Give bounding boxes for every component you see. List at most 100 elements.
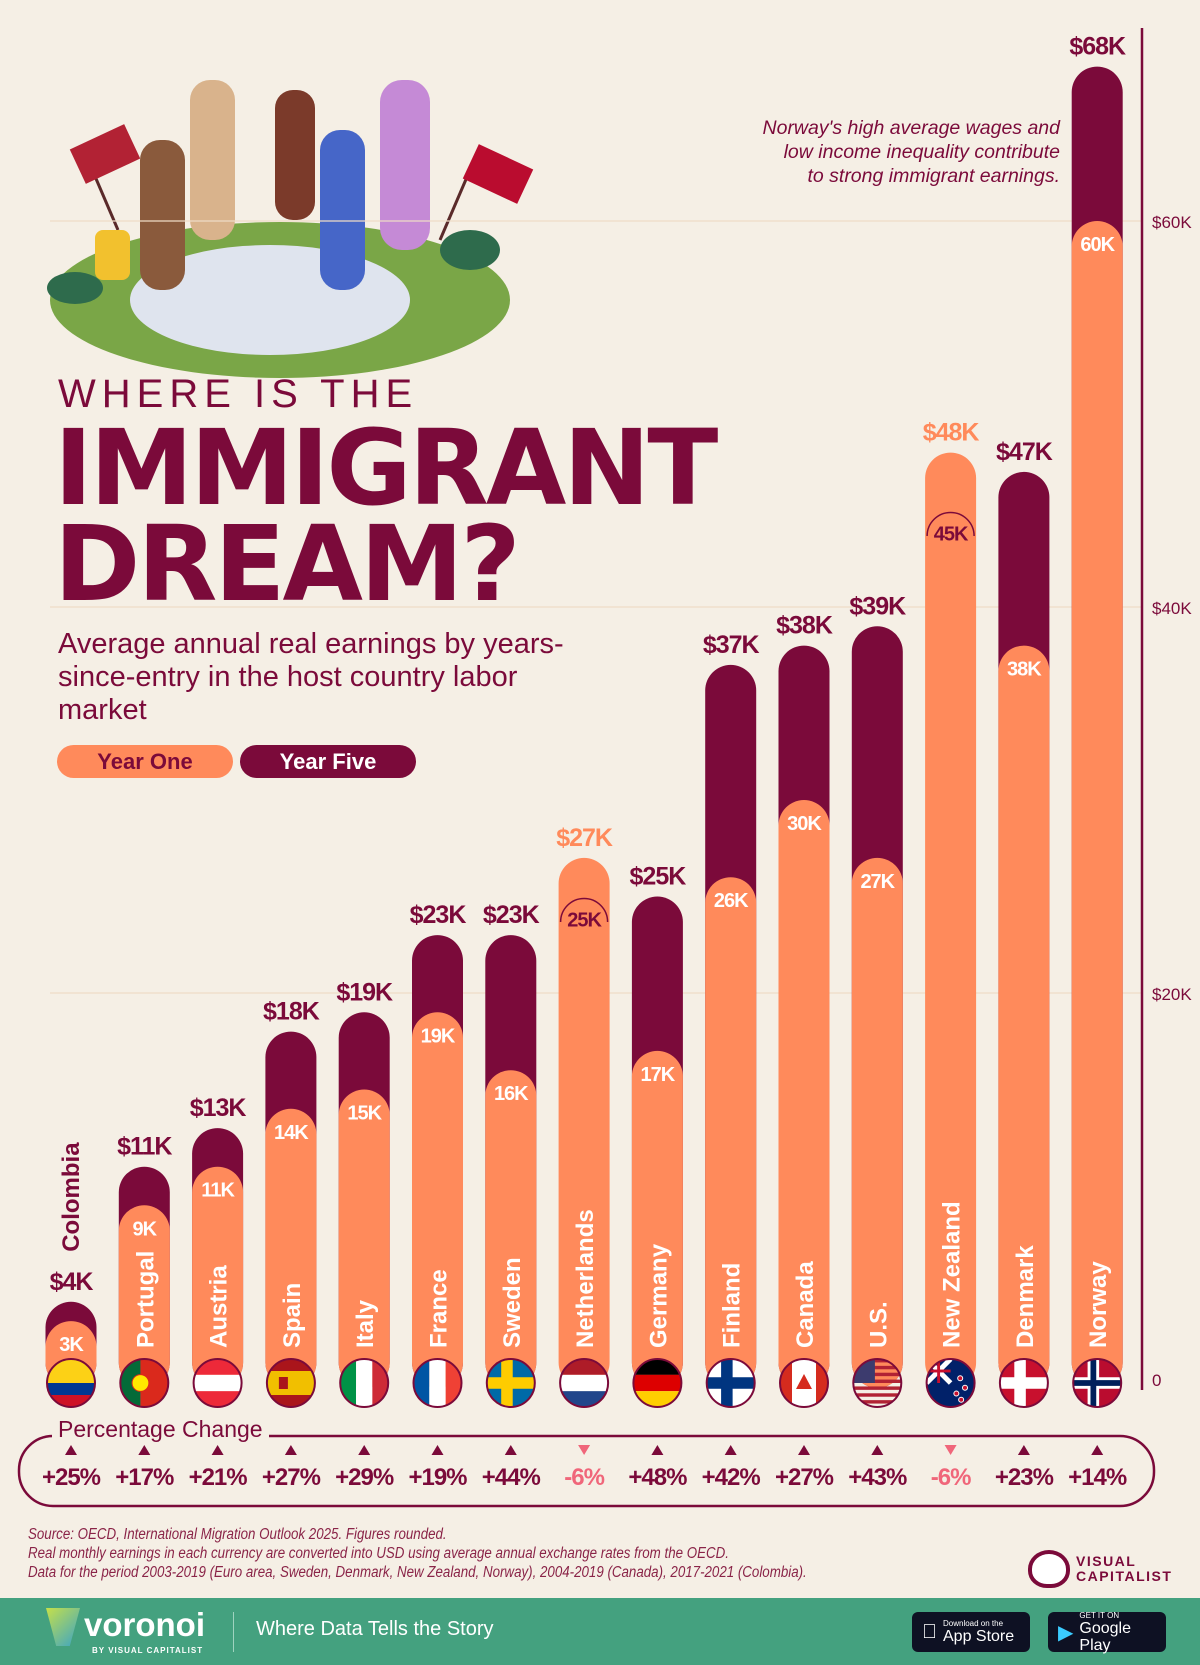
bar-group-france: $23K 19K France <box>410 901 467 1408</box>
voronoi-logo[interactable]: voronoi BY VISUAL CAPITALIST <box>46 1608 205 1655</box>
percentage-change-value: +19% <box>408 1464 467 1491</box>
maple-leaf-icon <box>796 1374 812 1389</box>
inner-value-label: 17K <box>641 1064 676 1086</box>
finland-flag <box>706 1359 755 1407</box>
flag-cross <box>1090 1359 1097 1407</box>
triangle-up-icon <box>1091 1445 1104 1455</box>
percentage-change-row: +25% +17% +21% +27% +29% +19% +44% -6% +48% +42% +… <box>17 1434 1156 1508</box>
inner-value-label: 16K <box>494 1083 529 1105</box>
inner-value-label: 60K <box>1080 234 1115 256</box>
top-value-label: $38K <box>776 612 833 640</box>
norway-flag-pole <box>438 169 472 241</box>
bar-year-one <box>778 800 830 1388</box>
google-play-icon: ▶ <box>1058 1621 1074 1644</box>
suitcase <box>95 230 130 280</box>
inner-value-label: 14K <box>274 1122 309 1144</box>
top-value-label: $11K <box>117 1133 172 1161</box>
triangle-up-icon <box>138 1445 151 1455</box>
google-play-button[interactable]: ▶ GET IT ON Google Play <box>1048 1610 1166 1654</box>
flag-cross <box>1014 1359 1026 1407</box>
country-label: Finland <box>719 1263 746 1348</box>
bar-group-colombia: $4K 3K Colombia <box>45 1142 97 1408</box>
flag-stripe <box>853 1359 902 1363</box>
flag-emblem <box>278 1377 288 1389</box>
flag-cross <box>721 1359 733 1407</box>
flag-stripe <box>853 1365 902 1370</box>
inner-value-label: 27K <box>860 871 895 893</box>
google-play-small: GET IT ON <box>1079 1610 1120 1620</box>
denmark-flag <box>999 1359 1048 1407</box>
bar-year-five-outline <box>926 511 975 537</box>
flag-border <box>925 1358 976 1408</box>
flag-stripe <box>853 1393 902 1397</box>
inner-value-label: 9K <box>133 1218 158 1240</box>
y-tick-label: 0 <box>1152 1371 1161 1390</box>
visual-capitalist-logo: VISUAL CAPITALIST <box>1028 1550 1172 1588</box>
triangle-up-icon <box>211 1445 224 1455</box>
flag-border <box>1072 1358 1123 1408</box>
visual-capitalist-icon <box>1028 1550 1070 1588</box>
star-icon <box>957 1375 964 1382</box>
percentage-change-value: +27% <box>775 1464 834 1491</box>
inner-value-label: 26K <box>714 890 749 912</box>
star-icon <box>953 1390 960 1397</box>
bar-year-five-outline <box>559 897 609 923</box>
leaf-left <box>47 272 103 304</box>
top-value-label: $23K <box>410 901 467 929</box>
bar-year-one <box>998 645 1050 1388</box>
flag-border <box>779 1358 829 1408</box>
source-line: Real monthly earnings in each currency a… <box>28 1545 729 1562</box>
annotation-line: to strong immigrant earnings. <box>807 165 1060 187</box>
country-label: Spain <box>279 1283 306 1348</box>
bar-year-one <box>851 857 903 1388</box>
flag-border <box>705 1358 756 1408</box>
annotation-line: low income inequality contribute <box>783 141 1060 163</box>
country-label: Austria <box>206 1265 233 1348</box>
page-title: IMMIGRANT DREAM? <box>54 407 718 616</box>
sweden-flag <box>486 1359 535 1407</box>
divider <box>233 1612 234 1652</box>
title-line-1: IMMIGRANT <box>54 407 718 529</box>
flag-border <box>339 1358 390 1408</box>
flag-stripe <box>429 1359 446 1407</box>
top-value-label: $13K <box>190 1094 247 1122</box>
bar-year-one <box>338 1089 390 1388</box>
bar-group-new-zealand: $48K 45K New Zealand <box>923 419 980 1408</box>
percentage-change-value: +17% <box>115 1464 174 1491</box>
country-label: Colombia <box>58 1142 85 1252</box>
flag-stripe <box>853 1379 902 1383</box>
vc-line: VISUAL <box>1076 1553 1137 1569</box>
footer: voronoi BY VISUAL CAPITALIST Where Data … <box>0 1598 1200 1665</box>
bar-group-portugal: $11K 9K Portugal <box>117 1133 173 1408</box>
top-value-label: $23K <box>483 901 540 929</box>
top-value-label: $48K <box>923 419 980 447</box>
leaf-right <box>440 230 500 270</box>
triangle-up-icon <box>65 1445 77 1455</box>
bar-group-norway: $68K 60K Norway <box>1069 33 1127 1408</box>
percentage-change-value: +43% <box>848 1464 907 1491</box>
flag-cross <box>501 1359 513 1407</box>
bar-group-sweden: $23K 16K Sweden <box>483 901 541 1408</box>
bar-year-one <box>558 857 610 1388</box>
inner-value-label: 38K <box>1007 659 1042 681</box>
triangle-up-icon <box>651 1445 664 1455</box>
star-icon <box>958 1396 965 1403</box>
country-label: Sweden <box>499 1257 526 1348</box>
apple-icon:  <box>922 1621 937 1644</box>
flag-stripe <box>560 1374 609 1392</box>
percentage-change-box <box>17 1434 1156 1508</box>
y-tick-label: $60K <box>1152 213 1192 232</box>
source-line: Source: OECD, International Migration Ou… <box>28 1526 447 1543</box>
country-label: U.S. <box>865 1301 892 1348</box>
inner-value-label: 15K <box>347 1103 382 1125</box>
percentage-change-value: +29% <box>335 1464 394 1491</box>
flag-cross <box>937 1359 941 1383</box>
legend-year-one: Year One <box>57 745 233 778</box>
app-store-big: App Store <box>928 1628 1014 1645</box>
percentage-change-value: +25% <box>42 1464 101 1491</box>
percentage-change-value: +14% <box>1068 1464 1127 1491</box>
bar-group-austria: $13K 11K Austria <box>190 1094 247 1408</box>
country-label: Italy <box>352 1299 379 1348</box>
